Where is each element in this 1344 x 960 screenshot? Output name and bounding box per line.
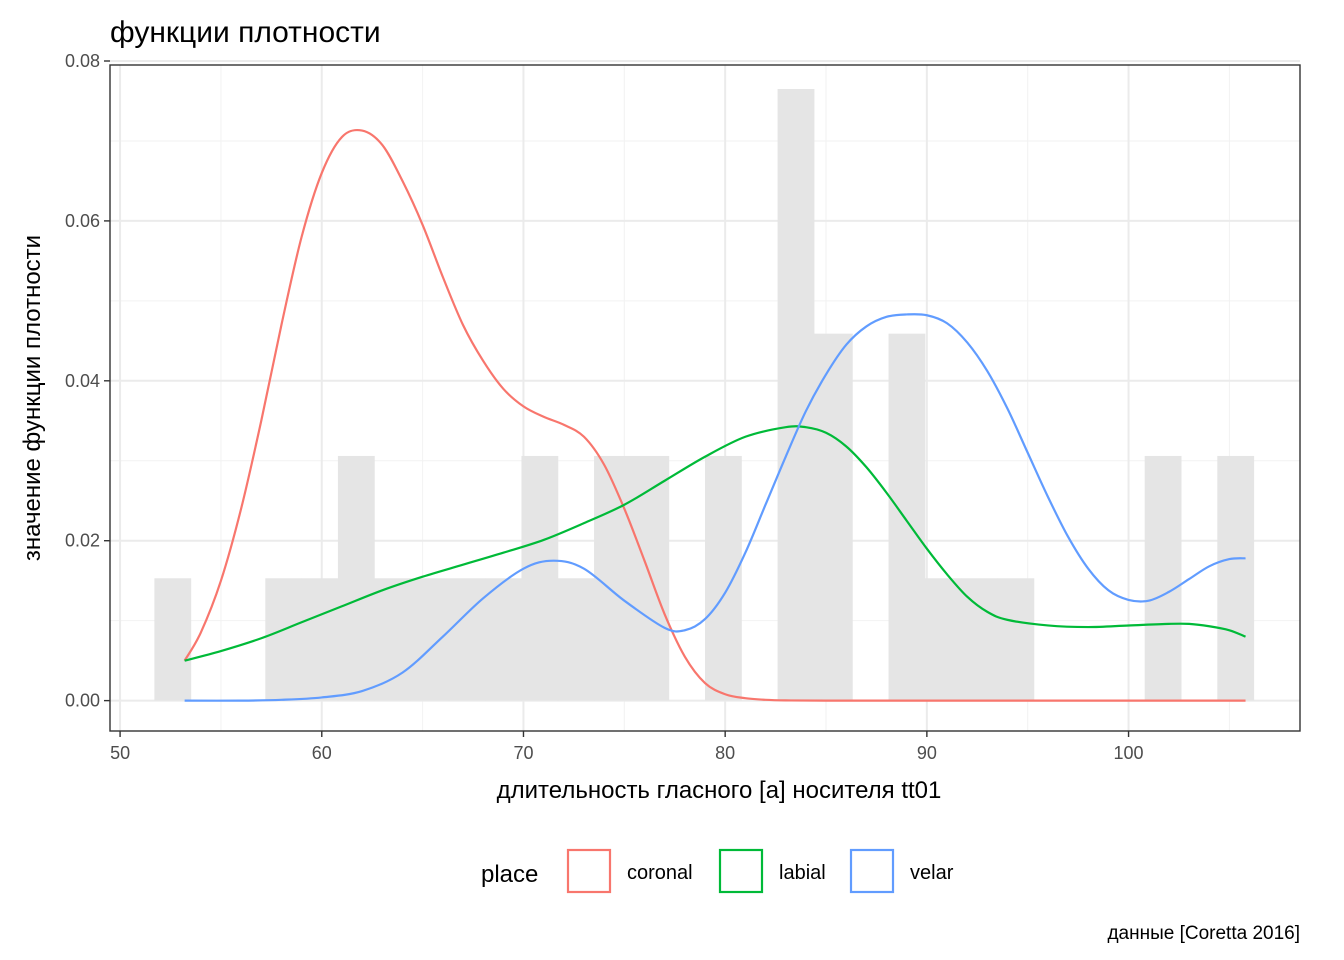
density-line-labial (184, 425, 1246, 662)
y-tick-label: 0.02 (65, 531, 100, 551)
histogram-bar (154, 578, 192, 701)
plot-panel: 50 60 70 80 90 100 0.00 0.02 0.04 0.06 0.08 (65, 51, 1301, 763)
chart-caption: данные [Coretta 2016] (1107, 923, 1300, 944)
histogram-bar (265, 578, 303, 701)
histogram-bar (777, 88, 815, 701)
y-axis-title: значение функции плотности (19, 235, 46, 561)
histogram-bar (594, 455, 631, 701)
histogram-bar (1144, 455, 1182, 701)
density-line-velar (184, 313, 1246, 702)
histogram (154, 88, 1255, 701)
histogram-bar (337, 455, 375, 701)
x-tick-label: 80 (715, 743, 735, 763)
legend: place coronal labial velar (481, 848, 954, 894)
legend-label-velar: velar (910, 862, 954, 884)
histogram-bar (630, 455, 670, 701)
histogram-bar (557, 578, 595, 701)
histogram-bar (1217, 455, 1255, 701)
panel-border (109, 64, 1301, 732)
legend-label-coronal: coronal (627, 862, 693, 884)
histogram-bar (924, 578, 962, 701)
histogram-bar (813, 333, 853, 701)
histogram-bar (485, 578, 522, 701)
legend-key-labial (718, 848, 764, 894)
y-tick-label: 0.04 (65, 371, 100, 391)
chart-title: функции плотности (110, 16, 381, 49)
legend-label-labial: labial (779, 862, 826, 884)
legend-key-coronal (566, 848, 612, 894)
histogram-bar (301, 578, 339, 701)
x-tick-label: 50 (110, 743, 130, 763)
x-tick-label: 70 (513, 743, 533, 763)
x-tick-label: 100 (1114, 743, 1144, 763)
x-axis-title: длительность гласного [a] носителя tt01 (497, 777, 942, 804)
density-line-coronal (183, 128, 1246, 702)
histogram-bar (448, 578, 486, 701)
histogram-bar (997, 578, 1035, 701)
y-tick-label: 0.08 (65, 51, 100, 71)
histogram-bar (374, 578, 412, 701)
histogram-bar (410, 578, 450, 701)
y-tick-label: 0.00 (65, 691, 100, 711)
legend-key-velar (849, 848, 895, 894)
legend-title: place (481, 861, 538, 888)
histogram-bar (961, 578, 998, 701)
histogram-bar (521, 455, 559, 701)
x-tick-label: 90 (917, 743, 937, 763)
histogram-bar (888, 333, 926, 701)
y-tick-label: 0.06 (65, 211, 100, 231)
histogram-bar (705, 455, 742, 701)
x-tick-label: 60 (312, 743, 332, 763)
